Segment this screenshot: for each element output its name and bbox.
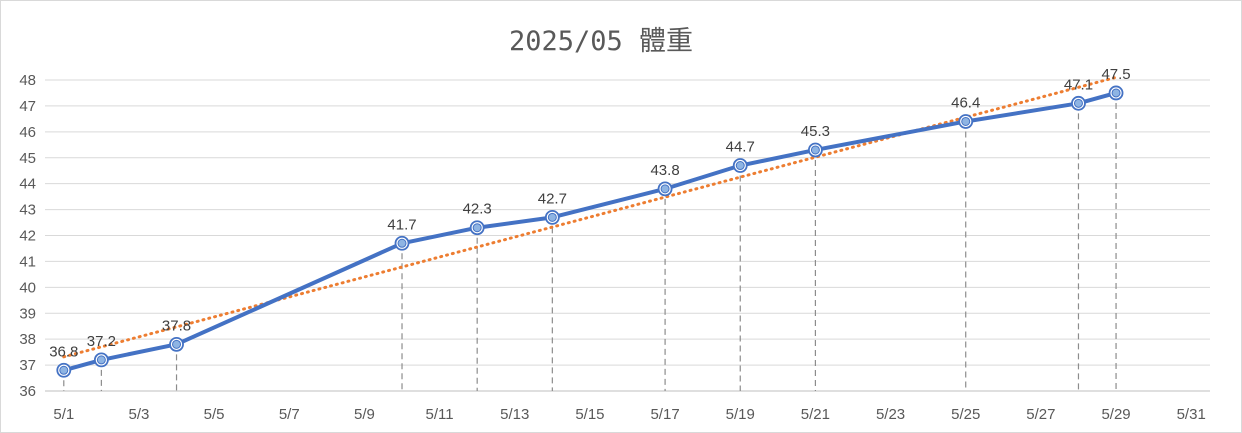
y-tick-label: 43 [19,202,36,219]
x-tick-label: 5/5 [204,406,225,423]
x-tick-label: 5/21 [801,406,830,423]
x-tick-label: 5/9 [354,406,375,423]
x-tick-label: 5/27 [1026,406,1055,423]
x-tick-label: 5/15 [575,406,604,423]
y-tick-label: 47 [19,98,36,115]
data-label: 42.3 [463,201,492,218]
x-tick-label: 5/19 [726,406,755,423]
data-point-marker-inner [810,145,820,155]
y-tick-label: 46 [19,124,36,141]
data-point-marker-inner [1073,98,1083,108]
data-label: 41.7 [387,216,416,233]
y-tick-label: 40 [19,279,36,296]
data-label: 45.3 [801,123,830,140]
y-tick-label: 44 [19,176,36,193]
data-label: 47.1 [1064,76,1093,93]
data-label: 37.2 [87,333,116,350]
data-point-marker-inner [96,355,106,365]
data-point-marker-inner [59,365,69,375]
x-tick-label: 5/1 [53,406,74,423]
data-point-marker-inner [472,223,482,233]
x-tick-label: 5/17 [650,406,679,423]
data-point-marker-inner [1111,88,1121,98]
x-tick-label: 5/3 [129,406,150,423]
series-line [63,91,1117,373]
data-label: 37.8 [162,317,191,334]
x-tick-label: 5/29 [1101,406,1130,423]
chart-title: 2025/05 體重 [509,26,693,57]
trendline [62,75,1118,359]
y-tick-label: 37 [19,357,36,374]
x-tick-label: 5/13 [500,406,529,423]
x-tick-label: 5/11 [426,406,454,423]
data-point-marker-inner [172,339,182,349]
x-tick-label: 5/31 [1177,406,1206,423]
y-tick-label: 39 [19,305,36,322]
data-point-marker-inner [660,184,670,194]
data-label: 36.8 [49,343,78,360]
y-tick-label: 36 [19,383,36,400]
data-label: 42.7 [538,190,567,207]
x-tick-label: 5/25 [951,406,980,423]
y-tick-label: 42 [19,228,36,245]
x-tick-label: 5/7 [279,406,300,423]
data-label: 44.7 [726,139,755,156]
y-tick-label: 45 [19,150,36,167]
data-point-marker-inner [735,161,745,171]
y-tick-label: 48 [19,72,36,89]
y-tick-label: 38 [19,331,36,348]
y-tick-label: 41 [19,253,36,270]
data-label: 46.4 [951,94,980,111]
data-label: 43.8 [650,162,679,179]
data-point-marker-inner [961,116,971,126]
x-tick-label: 5/23 [876,406,905,423]
data-point-marker-inner [397,238,407,248]
data-point-marker-inner [547,212,557,222]
data-label: 47.5 [1101,66,1130,83]
